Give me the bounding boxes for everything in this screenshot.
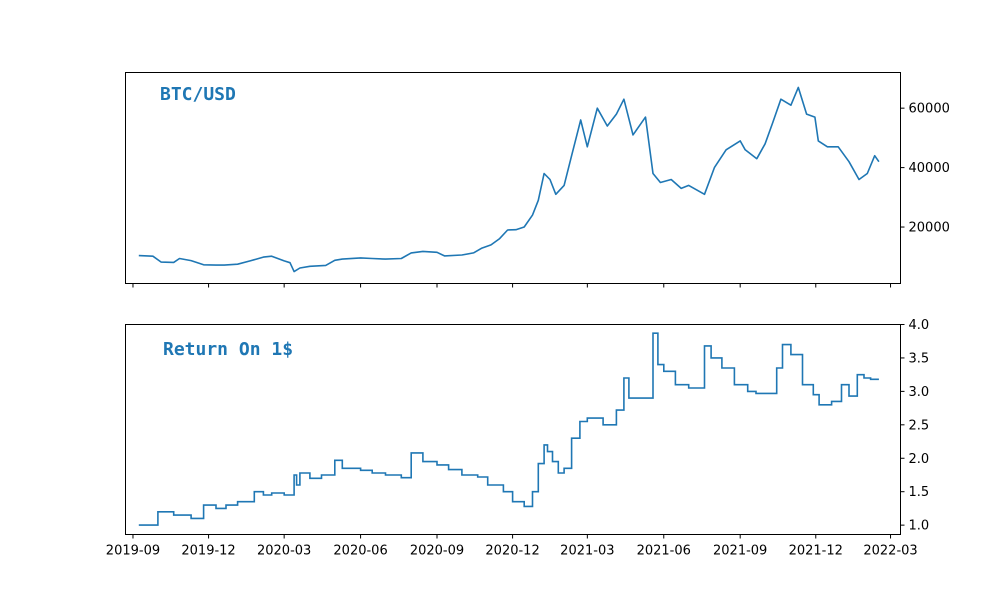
y-tick-label: 2.5 [909,418,930,433]
return-step-line [138,332,879,526]
x-tick-label: 2019-12 [181,544,235,559]
x-tick-label: 2021-09 [713,544,767,559]
y-tick-label: 1.5 [909,485,930,500]
x-tick-label: 2020-06 [333,544,387,559]
btc-price-line [138,86,880,273]
y-tick-label: 4.0 [909,318,930,333]
btc-plot-frame [125,72,901,284]
x-tick-label: 2020-03 [257,544,311,559]
x-tick-label: 2021-12 [789,544,843,559]
y-tick-label: 60000 [909,102,950,117]
x-tick-label: 2021-06 [637,544,691,559]
return-x-ticks: 2019-09 2019-12 2020-03 2020-06 2020-09 2020-… [106,534,918,559]
y-tick-label: 40000 [909,161,950,176]
btc-price-panel: 20000 40000 60000 BTC/USD [125,72,950,288]
x-tick-label: 2020-09 [410,544,464,559]
return-y-ticks: 1.0 1.5 2.0 2.5 3.0 3.5 4.0 [900,318,930,534]
y-tick-label: 3.0 [909,385,930,400]
x-tick-label: 2020-12 [485,544,539,559]
btc-y-ticks: 20000 40000 60000 [900,102,950,236]
x-tick-label: 2021-03 [560,544,614,559]
return-panel-title: Return On 1$ [163,339,293,360]
x-tick-label: 2019-09 [106,544,160,559]
y-tick-label: 1.0 [909,519,930,534]
btc-x-ticks [132,283,892,288]
btc-panel-title: BTC/USD [160,84,236,105]
y-tick-label: 20000 [909,221,950,236]
return-panel: 2019-09 2019-12 2020-03 2020-06 2020-09 2020-… [106,318,929,559]
y-tick-label: 2.0 [909,452,930,467]
y-tick-label: 3.5 [909,351,930,366]
x-tick-label: 2022-03 [863,544,917,559]
